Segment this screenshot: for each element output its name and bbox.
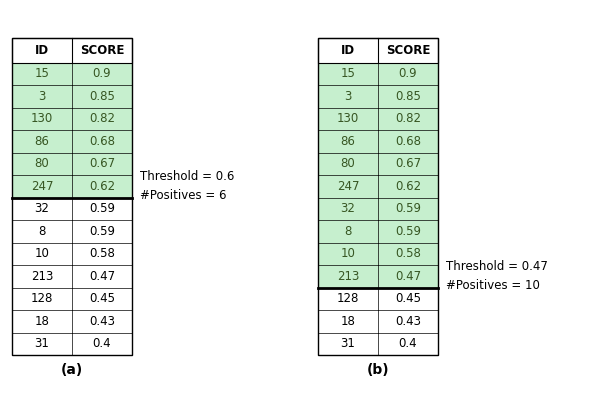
Text: 0.62: 0.62 [395, 180, 421, 193]
Text: 8: 8 [38, 225, 46, 238]
Text: 0.67: 0.67 [395, 157, 421, 170]
Bar [318, 130, 438, 152]
Bar [318, 265, 438, 287]
Bar [318, 197, 438, 220]
Text: 0.43: 0.43 [395, 315, 421, 328]
Bar [12, 310, 132, 332]
Text: 18: 18 [35, 315, 49, 328]
Bar [318, 85, 438, 107]
Text: 31: 31 [35, 337, 49, 350]
Text: 0.85: 0.85 [395, 90, 421, 103]
Text: 10: 10 [35, 247, 49, 260]
Text: 128: 128 [337, 292, 359, 305]
Text: 0.45: 0.45 [395, 292, 421, 305]
Bar [318, 220, 438, 242]
Text: 15: 15 [35, 67, 49, 80]
Text: 0.47: 0.47 [89, 270, 115, 283]
Text: 213: 213 [337, 270, 359, 283]
Text: 0.82: 0.82 [89, 112, 115, 125]
Text: 32: 32 [35, 202, 49, 215]
Bar [12, 38, 132, 355]
Text: 0.59: 0.59 [395, 202, 421, 215]
Text: 130: 130 [31, 112, 53, 125]
Text: 0.67: 0.67 [89, 157, 115, 170]
Text: 0.68: 0.68 [89, 135, 115, 148]
Text: Threshold = 0.6
#Positives = 6: Threshold = 0.6 #Positives = 6 [140, 170, 234, 202]
Bar [318, 38, 438, 355]
Bar [12, 242, 132, 265]
Bar [318, 287, 438, 310]
Text: 0.58: 0.58 [89, 247, 115, 260]
Text: (b): (b) [367, 363, 389, 377]
Bar [318, 242, 438, 265]
Text: SCORE: SCORE [80, 44, 124, 57]
Text: 0.43: 0.43 [89, 315, 115, 328]
Text: 128: 128 [31, 292, 53, 305]
Text: 0.62: 0.62 [89, 180, 115, 193]
Text: ID: ID [35, 44, 49, 57]
Text: 0.68: 0.68 [395, 135, 421, 148]
Text: 3: 3 [38, 90, 46, 103]
Text: 0.59: 0.59 [89, 225, 115, 238]
Bar [12, 175, 132, 197]
Bar [318, 332, 438, 355]
Text: 0.4: 0.4 [398, 337, 417, 350]
Text: 130: 130 [337, 112, 359, 125]
Bar [12, 38, 132, 62]
Text: 0.47: 0.47 [395, 270, 421, 283]
Text: 0.85: 0.85 [89, 90, 115, 103]
Text: 0.82: 0.82 [395, 112, 421, 125]
Text: 86: 86 [35, 135, 49, 148]
Text: 0.45: 0.45 [89, 292, 115, 305]
Text: 15: 15 [341, 67, 355, 80]
Text: 0.9: 0.9 [398, 67, 417, 80]
Bar [12, 197, 132, 220]
Text: (a): (a) [61, 363, 83, 377]
Text: 32: 32 [341, 202, 355, 215]
Bar [318, 38, 438, 62]
Bar [12, 220, 132, 242]
Bar [12, 85, 132, 107]
Bar [318, 62, 438, 85]
Text: 86: 86 [341, 135, 355, 148]
Bar [318, 310, 438, 332]
Text: 0.4: 0.4 [93, 337, 111, 350]
Text: Threshold = 0.47
#Positives = 10: Threshold = 0.47 #Positives = 10 [446, 260, 548, 292]
Text: 10: 10 [341, 247, 355, 260]
Bar [318, 175, 438, 197]
Text: 247: 247 [31, 180, 53, 193]
Bar [12, 130, 132, 152]
Text: SCORE: SCORE [386, 44, 430, 57]
Bar [12, 152, 132, 175]
Text: 18: 18 [341, 315, 355, 328]
Text: 80: 80 [341, 157, 355, 170]
Bar [12, 107, 132, 130]
Bar [12, 62, 132, 85]
Text: 0.9: 0.9 [93, 67, 111, 80]
Bar [318, 107, 438, 130]
Text: 3: 3 [344, 90, 352, 103]
Text: 0.59: 0.59 [395, 225, 421, 238]
Bar [318, 152, 438, 175]
Text: 0.58: 0.58 [395, 247, 421, 260]
Bar [12, 332, 132, 355]
Text: 8: 8 [344, 225, 352, 238]
Text: 247: 247 [337, 180, 359, 193]
Bar [12, 287, 132, 310]
Text: 31: 31 [341, 337, 355, 350]
Text: ID: ID [341, 44, 355, 57]
Bar [12, 265, 132, 287]
Text: 80: 80 [35, 157, 49, 170]
Text: 213: 213 [31, 270, 53, 283]
Text: 0.59: 0.59 [89, 202, 115, 215]
